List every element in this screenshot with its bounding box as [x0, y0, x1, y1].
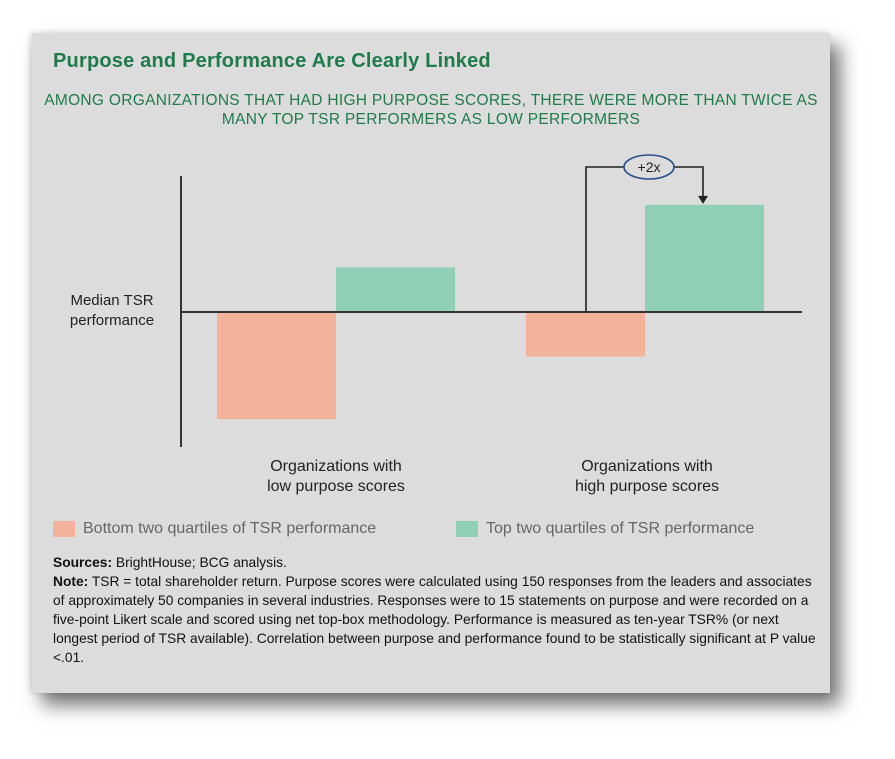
legend-label-top: Top two quartiles of TSR performance — [486, 520, 755, 537]
footnotes: Sources: BrightHouse; BCG analysis. Note… — [53, 553, 818, 667]
legend-item-top: Top two quartiles of TSR performance — [456, 520, 754, 538]
baseline-label: Median TSR performance — [69, 292, 155, 329]
chart-subtitle: AMONG ORGANIZATIONS THAT HAD HIGH PURPOS… — [44, 92, 818, 128]
category-label-low-line2: low purpose scores — [267, 478, 405, 495]
note-label: Note: — [53, 574, 89, 589]
bar-top-quartiles-high-purpose — [645, 204, 764, 312]
category-label-high: Organizations with high purpose scores — [537, 457, 757, 497]
category-label-low: Organizations with low purpose scores — [226, 457, 446, 497]
legend-swatch-top — [456, 521, 478, 537]
category-label-low-line1: Organizations with — [270, 458, 402, 475]
bar-top-quartiles-low-purpose — [336, 267, 455, 312]
legend-swatch-bottom — [53, 521, 75, 537]
bar-bottom-quartiles-low-purpose — [217, 312, 336, 420]
category-label-high-line2: high purpose scores — [574, 478, 720, 495]
note-text: TSR = total shareholder return. Purpose … — [53, 574, 816, 665]
sources-text: BrightHouse; BCG analysis. — [112, 555, 287, 570]
chart-card: Purpose and Performance Are Clearly Link… — [32, 33, 830, 693]
sources-line: Sources: BrightHouse; BCG analysis. — [53, 553, 818, 572]
legend-label-bottom: Bottom two quartiles of TSR performance — [83, 520, 377, 537]
note-paragraph: Note: TSR = total shareholder return. Pu… — [53, 572, 818, 667]
legend-item-bottom: Bottom two quartiles of TSR performance — [53, 520, 376, 538]
bar-bottom-quartiles-high-purpose — [526, 312, 645, 357]
annotation-arrowhead — [698, 195, 708, 204]
chart-title: Purpose and Performance Are Clearly Link… — [53, 50, 491, 72]
category-label-high-line1: Organizations with — [581, 458, 713, 475]
annotation-label: +2x — [638, 159, 661, 175]
annotation-badge — [623, 154, 675, 180]
sources-label: Sources: — [53, 555, 113, 570]
bar-chart: +2x — [180, 154, 802, 447]
